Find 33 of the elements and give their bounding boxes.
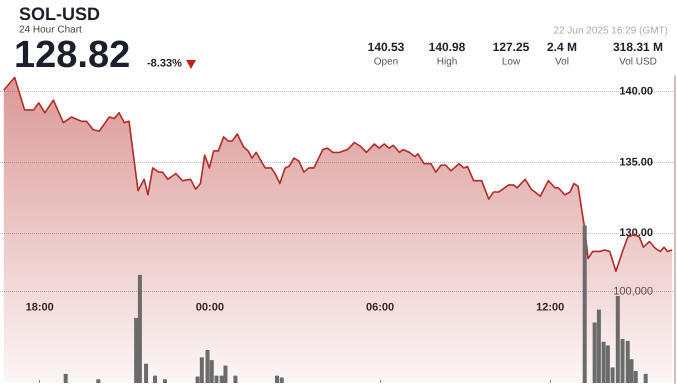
text: Vol	[555, 56, 569, 68]
text: High	[436, 56, 458, 68]
bar	[64, 374, 68, 383]
y-tick-label: 130.00	[619, 227, 653, 240]
bar	[162, 379, 167, 383]
bar	[96, 379, 100, 383]
text: Open	[374, 56, 398, 68]
x-tick-label: 18:00	[26, 302, 54, 314]
text: Vol USD	[619, 56, 657, 68]
text: 140.98	[428, 40, 466, 54]
text: 318.31 M	[612, 40, 664, 54]
y-tick-label: 135.00	[619, 156, 653, 168]
x-tick-label: 12:00	[536, 302, 564, 314]
y-tick-label: 140.00	[619, 86, 653, 98]
text: 140.53	[368, 40, 405, 54]
bar	[138, 274, 142, 383]
x-tick-label: 06:00	[366, 302, 394, 314]
bar	[223, 366, 228, 383]
bar	[233, 376, 238, 383]
annotation: 128.82	[14, 34, 130, 76]
bar	[144, 364, 148, 383]
bar	[153, 376, 158, 383]
x-tick-label: 00:00	[196, 302, 224, 314]
text: 22 Jun 2025 16:29 (GMT)	[553, 26, 668, 36]
text: -8.33%	[147, 58, 182, 70]
text: Low	[502, 56, 521, 68]
bar	[644, 374, 648, 383]
chart-subtitle: 24 Hour Chart	[19, 24, 82, 36]
y2-tick-label: 100,000	[613, 285, 653, 298]
bar	[582, 225, 587, 383]
chart-title: SOL-USD	[19, 4, 100, 24]
text: 127.25	[492, 40, 530, 54]
text: 2.4 M	[546, 40, 578, 54]
